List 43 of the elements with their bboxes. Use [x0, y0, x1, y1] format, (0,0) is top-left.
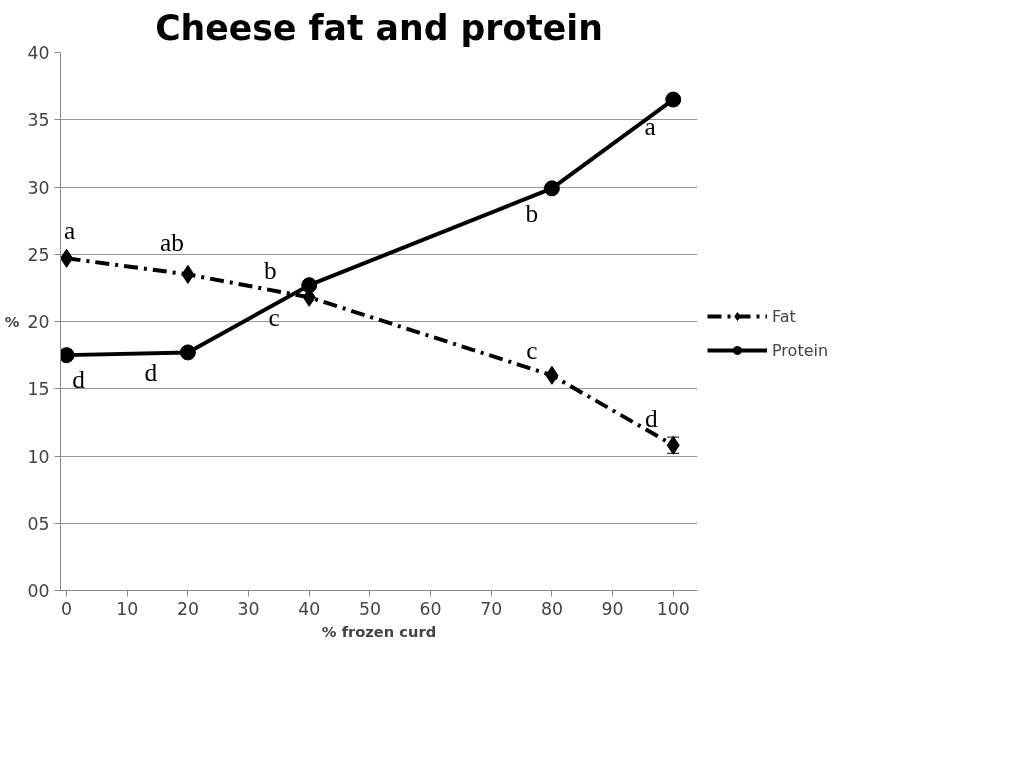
x-tick-label: 30 [237, 598, 260, 619]
annotation: d [644, 404, 658, 433]
point [60, 347, 75, 364]
x-tick-label: 100 [656, 598, 690, 619]
y-tick-label: 15 [27, 379, 50, 400]
y-tick-label: 40 [27, 43, 50, 63]
x-tick-label: 70 [480, 598, 503, 619]
annotation: d [144, 358, 158, 387]
x-tick-label: 60 [419, 598, 442, 619]
chart-title: Cheese fat and protein [155, 7, 603, 48]
y-tick-label: 00 [27, 581, 50, 601]
x-tick-label: 10 [116, 598, 139, 619]
legend-label: Fat [772, 306, 796, 326]
annotation: a [644, 111, 656, 140]
x-axis-title: % frozen curd [321, 622, 437, 640]
y-axis-title: % [4, 313, 20, 330]
point [60, 248, 74, 268]
legend-label: Protein [772, 340, 829, 360]
annotation: d [72, 365, 86, 394]
x-tick-label: 50 [358, 598, 381, 619]
x-tick-label: 90 [601, 598, 624, 619]
y-tick-label: 30 [27, 177, 50, 198]
annotation: ab [159, 228, 184, 257]
y-tick-label: 35 [27, 110, 50, 131]
x-tick-label: 20 [176, 598, 199, 619]
annotation: c [526, 336, 538, 365]
annotation: b [263, 256, 277, 285]
y-tick-label: 05 [27, 513, 50, 534]
y-tick-label: 25 [27, 244, 50, 265]
annotation: b [525, 199, 539, 228]
annotation: a [63, 216, 76, 245]
x-tick-label: 40 [298, 598, 321, 619]
point [543, 180, 560, 197]
point [665, 91, 682, 108]
annotation: c [268, 303, 280, 332]
point [301, 277, 318, 294]
point [179, 344, 196, 361]
y-tick-label: 20 [27, 312, 50, 332]
x-tick-label: 80 [540, 598, 563, 619]
point [545, 365, 559, 385]
point [181, 264, 195, 284]
y-tick-label: 10 [27, 446, 50, 467]
x-tick-label: 0 [61, 598, 73, 619]
